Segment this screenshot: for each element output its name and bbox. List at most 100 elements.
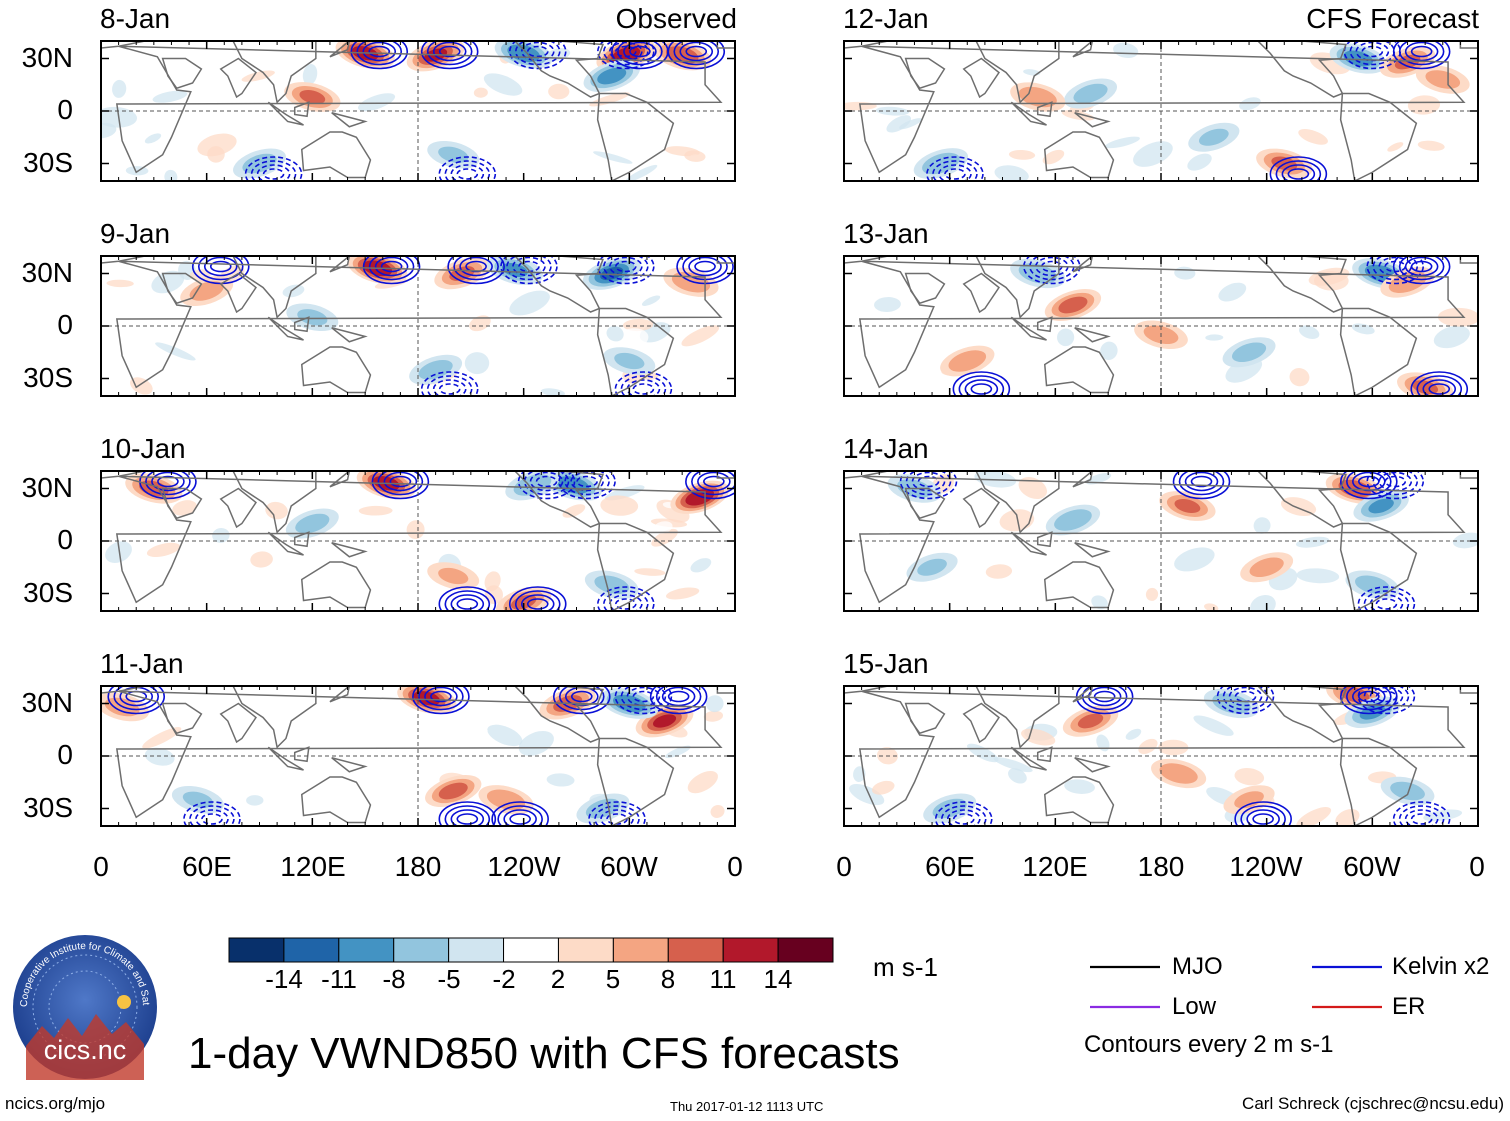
lon-label-180: 180	[1137, 851, 1185, 882]
anomaly-speckle	[1008, 768, 1027, 784]
colorbar-swatch	[338, 937, 395, 963]
coastline	[1036, 531, 1053, 548]
anomaly-speckle	[127, 146, 141, 160]
colorbar-tick: 2	[550, 964, 566, 994]
anomaly-speckle	[357, 93, 396, 112]
kelvin-contour	[412, 686, 470, 715]
anomaly-speckle	[243, 344, 267, 354]
anomaly-speckle	[1057, 328, 1075, 347]
kelvin-contour	[597, 41, 655, 70]
coastline	[101, 256, 146, 264]
kelvin-contour	[368, 45, 391, 58]
kelvin-contour	[620, 686, 667, 711]
kelvin-contour	[189, 805, 235, 826]
colorbar-swatch	[448, 937, 505, 963]
anomaly-feature	[1249, 557, 1284, 578]
coastline	[161, 487, 203, 520]
anomaly-speckle	[1205, 334, 1224, 341]
anomaly-speckle	[336, 693, 369, 719]
coastline	[1043, 561, 1115, 609]
coastline	[331, 112, 368, 128]
anomaly-feature	[1231, 342, 1267, 363]
anomaly-feature	[1174, 499, 1201, 513]
colorbar-tick: -14	[265, 964, 303, 994]
anomaly-speckle	[1381, 556, 1394, 576]
coastline	[101, 41, 146, 49]
coastline	[331, 542, 368, 558]
kelvin-contour	[1375, 690, 1398, 703]
coastline	[1010, 531, 1047, 556]
anomaly-speckle	[406, 520, 425, 540]
anomaly-feature	[917, 558, 947, 576]
kelvin-contour	[615, 45, 637, 58]
anomaly-speckle	[1145, 587, 1159, 601]
lon-label-180: 180	[394, 851, 442, 882]
anomaly-speckle	[553, 350, 591, 370]
kelvin-contour	[938, 164, 972, 181]
kelvin-contour	[685, 45, 708, 58]
colorbar-swatch	[228, 937, 285, 963]
anomaly-feature	[297, 309, 328, 326]
footer-timestamp: Thu 2017-01-12 1113 UTC	[670, 1099, 824, 1114]
anomaly-speckle	[1174, 547, 1215, 572]
anomaly-speckle	[1433, 325, 1470, 349]
lat-label-eq: 0	[57, 94, 73, 125]
legend-note: Contours every 2 m s-1	[1084, 1031, 1334, 1058]
kelvin-contour	[1281, 164, 1316, 181]
panel-date-fc-1: 12-Jan	[843, 3, 929, 34]
anomaly-speckle	[1133, 141, 1173, 167]
kelvin-contour	[356, 41, 403, 66]
kelvin-contour	[157, 475, 179, 488]
anomaly-speckle	[1322, 377, 1362, 396]
anomaly-speckle	[101, 787, 132, 810]
coastline	[331, 327, 368, 343]
kelvin-contour	[362, 256, 421, 285]
panel-source-forecast: CFS Forecast	[1306, 3, 1479, 34]
anomaly-speckle	[1298, 129, 1328, 145]
kelvin-contour	[1422, 379, 1457, 396]
coastline	[115, 45, 723, 174]
anomaly-feature	[1354, 575, 1390, 595]
anomaly-speckle	[1018, 477, 1047, 500]
anomaly-speckle	[457, 490, 498, 510]
anomaly-speckle	[1218, 282, 1247, 302]
lat-label-30n: 30N	[21, 42, 73, 73]
anomaly-feature	[585, 798, 621, 819]
kelvin-contour	[552, 686, 611, 715]
colorbar-swatch	[503, 937, 559, 963]
colorbar-swatch	[393, 937, 450, 963]
anomaly-speckle	[101, 122, 117, 139]
coastline	[329, 41, 351, 58]
anomaly-speckle	[690, 558, 712, 573]
coastline	[1074, 327, 1111, 343]
anomaly-speckle	[450, 521, 480, 533]
footer-source-link[interactable]: ncics.org/mjo	[5, 1094, 106, 1113]
coastline	[1074, 757, 1111, 773]
anomaly-speckle	[107, 513, 148, 531]
anomaly-feature	[1058, 296, 1088, 314]
kelvin-contour	[509, 813, 531, 825]
kelvin-contour	[520, 41, 555, 62]
kelvin-contour	[1392, 256, 1451, 285]
kelvin-contour	[1404, 41, 1439, 62]
kelvin-contour	[1172, 471, 1231, 500]
coastline	[293, 316, 310, 333]
anomaly-feature	[932, 798, 967, 819]
kelvin-contour	[209, 260, 232, 273]
lat-label-30s: 30S	[23, 577, 73, 608]
lon-label-120e: 120E	[1022, 851, 1088, 882]
coastline	[115, 260, 723, 389]
lon-label-120w: 120W	[1229, 851, 1303, 882]
kelvin-contour	[1398, 256, 1445, 281]
anomaly-speckle	[1256, 315, 1281, 336]
colorbar-tick: 8	[660, 964, 676, 994]
anomaly-speckle	[1417, 140, 1445, 151]
kelvin-contour	[1357, 686, 1416, 715]
anomaly-speckle	[1172, 797, 1206, 808]
anomaly-speckle	[1289, 368, 1310, 387]
kelvin-contour	[380, 260, 403, 273]
anomaly-feature	[594, 575, 630, 595]
kelvin-contour	[603, 41, 649, 66]
kelvin-contour	[438, 383, 461, 395]
kelvin-contour	[1358, 690, 1380, 703]
